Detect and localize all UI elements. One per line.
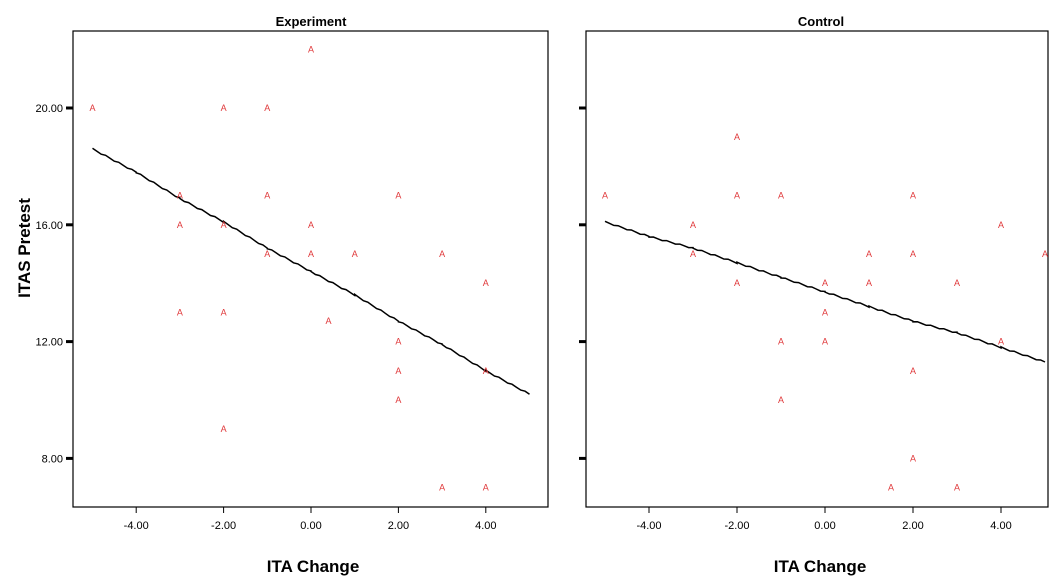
data-point: A — [910, 366, 916, 376]
y-axis-label: ITAS Pretest — [15, 198, 34, 298]
y-tick-label: 8.00 — [42, 453, 63, 465]
data-point: A — [177, 191, 183, 201]
x-tick-label: 4.00 — [990, 520, 1011, 532]
plot-frame-experiment — [72, 30, 549, 508]
data-point: A — [308, 220, 314, 230]
data-point: A — [910, 191, 916, 201]
regression-line-experiment — [92, 147, 530, 395]
data-point: A — [602, 191, 608, 201]
x-tick-label: 0.00 — [814, 520, 835, 532]
x-tick-label: -4.00 — [636, 520, 661, 532]
x-axis-label-experiment: ITA Change — [267, 557, 360, 576]
data-point: A — [866, 278, 872, 288]
data-point: A — [221, 424, 227, 434]
data-point: A — [352, 249, 358, 259]
x-axis-label-control: ITA Change — [774, 557, 867, 576]
data-point: A — [439, 483, 445, 493]
data-point: A — [221, 103, 227, 113]
panel-experiment: Experiment 8.00 12.00 16.00 20.00 -4.00 -2.0… — [35, 14, 549, 576]
data-point: A — [89, 103, 95, 113]
data-point: A — [822, 337, 828, 347]
data-point: A — [778, 191, 784, 201]
y-tick-label: 20.00 — [35, 103, 63, 115]
x-tick-label: 2.00 — [388, 520, 409, 532]
data-point: A — [998, 220, 1004, 230]
data-point: A — [264, 191, 270, 201]
x-tick-label: 4.00 — [475, 520, 496, 532]
data-point: A — [308, 45, 314, 55]
data-point: A — [778, 337, 784, 347]
data-point: A — [910, 453, 916, 463]
data-point: A — [395, 191, 401, 201]
panel-control: Control -4.00 -2.00 0.00 2.00 4.00 A A A A A A A A A… — [579, 14, 1049, 576]
data-point: A — [395, 337, 401, 347]
x-tick-label: 0.00 — [300, 520, 321, 532]
data-point: A — [998, 337, 1004, 347]
y-tick-label: 16.00 — [35, 220, 63, 232]
data-point: A — [1042, 249, 1048, 259]
data-point: A — [439, 249, 445, 259]
data-point: A — [888, 483, 894, 493]
data-point: A — [734, 278, 740, 288]
data-point: A — [308, 249, 314, 259]
data-point: A — [395, 366, 401, 376]
data-point: A — [483, 278, 489, 288]
data-point: A — [690, 220, 696, 230]
data-point: A — [483, 366, 489, 376]
x-tick-label: -2.00 — [211, 520, 236, 532]
data-point: A — [177, 220, 183, 230]
data-point: A — [221, 220, 227, 230]
x-tick-label: 2.00 — [902, 520, 923, 532]
regression-line-control — [604, 220, 1046, 363]
data-point: A — [954, 278, 960, 288]
y-tick-label: 12.00 — [35, 337, 63, 349]
data-point: A — [778, 395, 784, 405]
data-point: A — [734, 132, 740, 142]
data-point: A — [177, 307, 183, 317]
data-point: A — [822, 278, 828, 288]
data-point: A — [264, 103, 270, 113]
data-point: A — [483, 483, 489, 493]
x-tick-label: -4.00 — [124, 520, 149, 532]
data-point: A — [264, 249, 270, 259]
plot-frame-control — [585, 30, 1049, 508]
panel-title-control: Control — [798, 14, 844, 29]
data-point: A — [954, 483, 960, 493]
data-point: A — [221, 307, 227, 317]
data-point: A — [690, 249, 696, 259]
panel-title-experiment: Experiment — [276, 14, 347, 29]
data-point: A — [734, 191, 740, 201]
data-point: A — [866, 249, 872, 259]
data-point: A — [910, 249, 916, 259]
data-point: A — [325, 316, 331, 326]
x-tick-label: -2.00 — [724, 520, 749, 532]
data-point: A — [395, 395, 401, 405]
data-point: A — [822, 307, 828, 317]
